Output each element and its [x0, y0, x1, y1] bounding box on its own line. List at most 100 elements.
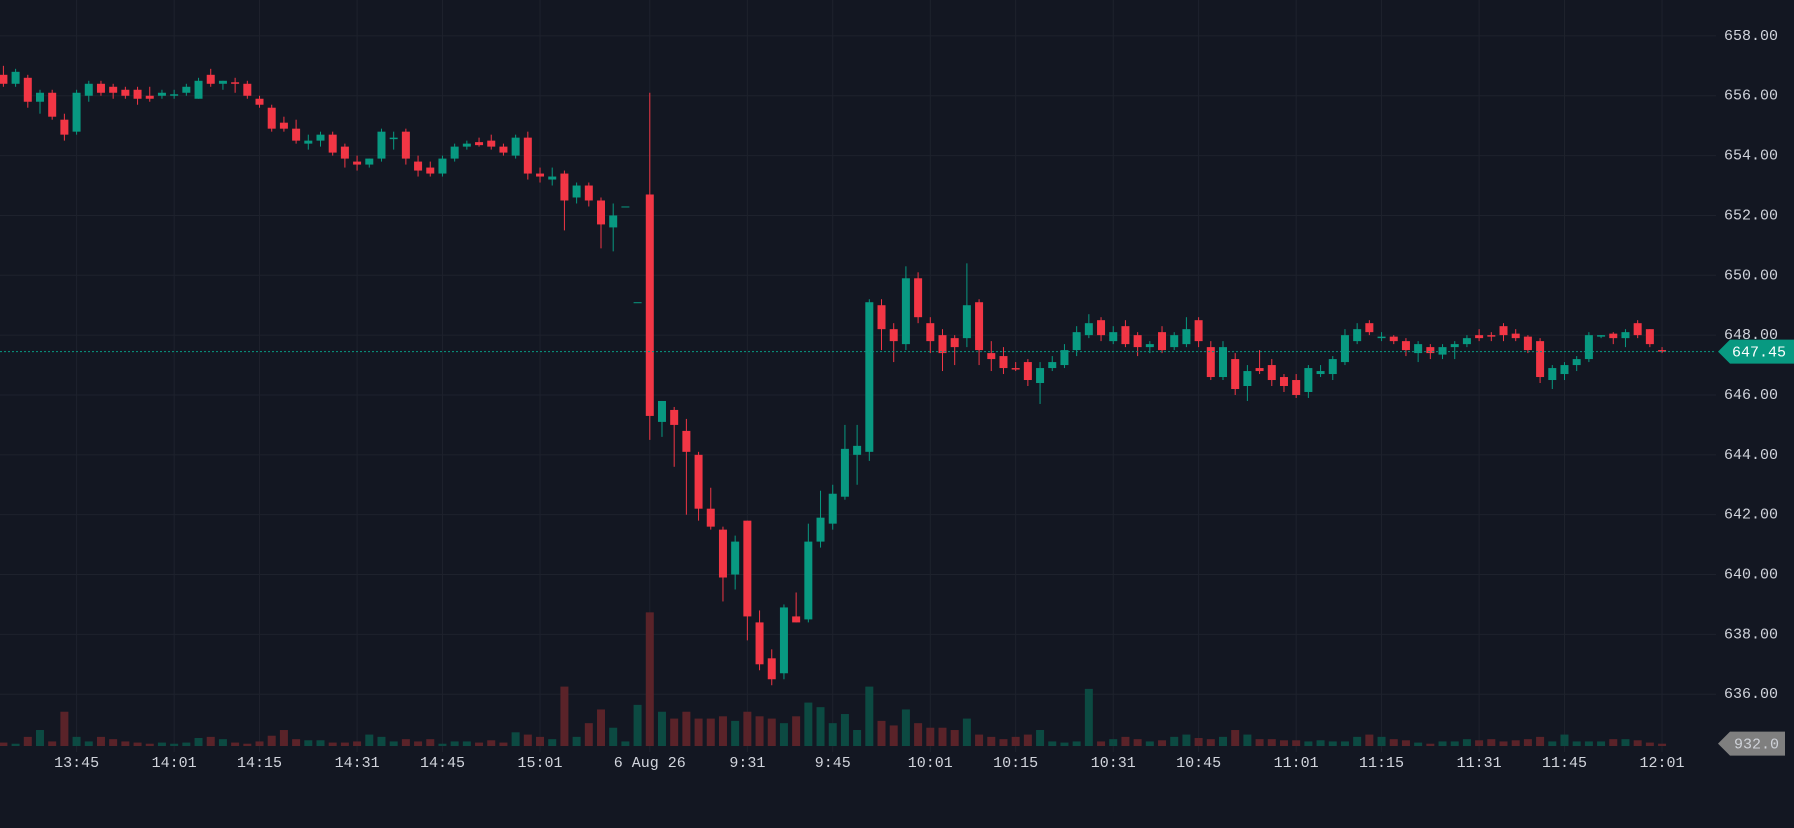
y-tick-label: 638.00: [1724, 626, 1778, 643]
candle-body: [1194, 320, 1203, 342]
volume-bar: [779, 723, 788, 746]
candle-body: [96, 83, 105, 93]
last-volume-label: 932.0: [1734, 737, 1779, 754]
candle-body: [1462, 338, 1471, 345]
volume-bar: [1462, 739, 1471, 746]
candle-body: [1475, 335, 1484, 339]
x-tick-label: 15:01: [518, 755, 563, 772]
volume-bar: [1072, 741, 1081, 746]
last-price-label: 647.45: [1732, 345, 1786, 362]
candle-body: [828, 493, 837, 524]
candle-body: [1072, 332, 1081, 351]
volume-bar: [462, 741, 471, 746]
candle-body: [670, 409, 679, 425]
volume-bar: [731, 720, 740, 746]
volume-bar: [121, 741, 130, 746]
volume-bar: [267, 735, 276, 746]
volume-bar: [1377, 736, 1386, 746]
volume-bar: [1414, 742, 1423, 746]
candle-body: [133, 89, 142, 99]
volume-bar: [255, 741, 264, 746]
candle-body: [560, 173, 569, 201]
volume-bar: [1133, 739, 1142, 746]
volume-bar: [1536, 736, 1545, 746]
volume-bar: [426, 739, 435, 746]
candle-body: [877, 305, 886, 330]
y-tick-label: 644.00: [1724, 447, 1778, 464]
volume-bar: [694, 718, 703, 746]
candle-body: [353, 161, 362, 165]
volume-bar: [414, 741, 423, 746]
volume-bar: [1109, 739, 1118, 746]
volume-bar: [1487, 739, 1496, 746]
candle-body: [450, 146, 459, 159]
candle-body: [1170, 335, 1179, 348]
candle-body: [462, 143, 471, 147]
x-tick-label: 11:15: [1359, 755, 1404, 772]
x-tick-label: 13:45: [54, 755, 99, 772]
y-tick-label: 646.00: [1724, 387, 1778, 404]
volume-bar: [1060, 742, 1069, 746]
candle-body: [767, 658, 776, 680]
y-tick-label: 658.00: [1724, 28, 1778, 45]
candle-body: [279, 122, 288, 129]
volume-bar: [1499, 741, 1508, 746]
volume-bar: [1597, 741, 1606, 746]
candle-body: [1438, 347, 1447, 355]
candle-body: [584, 185, 593, 201]
candle-body: [157, 92, 166, 96]
candle-body: [1279, 377, 1288, 387]
volume-bar: [1048, 741, 1057, 746]
candle-body: [1036, 368, 1045, 384]
candle-body: [1133, 335, 1142, 348]
candle-body: [1658, 350, 1667, 352]
volume-bar: [487, 740, 496, 746]
candle-body: [816, 517, 825, 542]
volume-bar: [1219, 736, 1227, 746]
volume-bar: [670, 718, 679, 746]
candle-body: [597, 200, 606, 225]
volume-bar: [1426, 743, 1435, 746]
volume-bar: [718, 716, 727, 746]
volume-bar: [1401, 740, 1410, 746]
volume-bar: [60, 711, 69, 746]
candle-body: [1609, 333, 1618, 339]
candle-body: [109, 86, 118, 93]
candle-body: [1048, 362, 1057, 369]
candle-body: [170, 94, 179, 96]
candle-body: [316, 134, 325, 141]
candle-body: [914, 278, 923, 318]
candle-body: [1121, 326, 1130, 345]
volume-bar: [170, 743, 179, 746]
candle-body: [60, 119, 69, 135]
volume-bar: [243, 743, 252, 746]
y-tick-label: 652.00: [1724, 207, 1778, 224]
x-tick-label: 10:45: [1176, 755, 1221, 772]
volume-bar: [987, 736, 996, 746]
candle-body: [1328, 359, 1337, 375]
x-tick-label: 10:01: [908, 755, 953, 772]
volume-bar: [1340, 741, 1349, 746]
x-tick-label: 14:45: [420, 755, 465, 772]
candle-body: [487, 140, 496, 147]
x-tick-label: 10:31: [1091, 755, 1136, 772]
candle-body: [999, 356, 1008, 369]
volume-bar: [523, 734, 532, 746]
candle-body: [1097, 320, 1106, 336]
candle-body: [645, 194, 654, 416]
candle-body: [1401, 341, 1410, 351]
volume-bar: [1145, 741, 1154, 746]
candle-body: [182, 86, 191, 93]
volume-bar: [792, 716, 801, 746]
volume-bar: [1084, 688, 1093, 746]
candle-body: [743, 520, 752, 617]
candle-body: [1084, 323, 1093, 336]
candle-body: [755, 622, 764, 665]
volume-bar: [1645, 742, 1654, 746]
volume-bar: [1475, 740, 1484, 746]
volume-bar: [1584, 741, 1593, 746]
volume-bar: [950, 730, 959, 746]
volume-bar: [1170, 736, 1179, 746]
volume-bar: [682, 711, 691, 746]
volume-bar: [1231, 730, 1240, 746]
